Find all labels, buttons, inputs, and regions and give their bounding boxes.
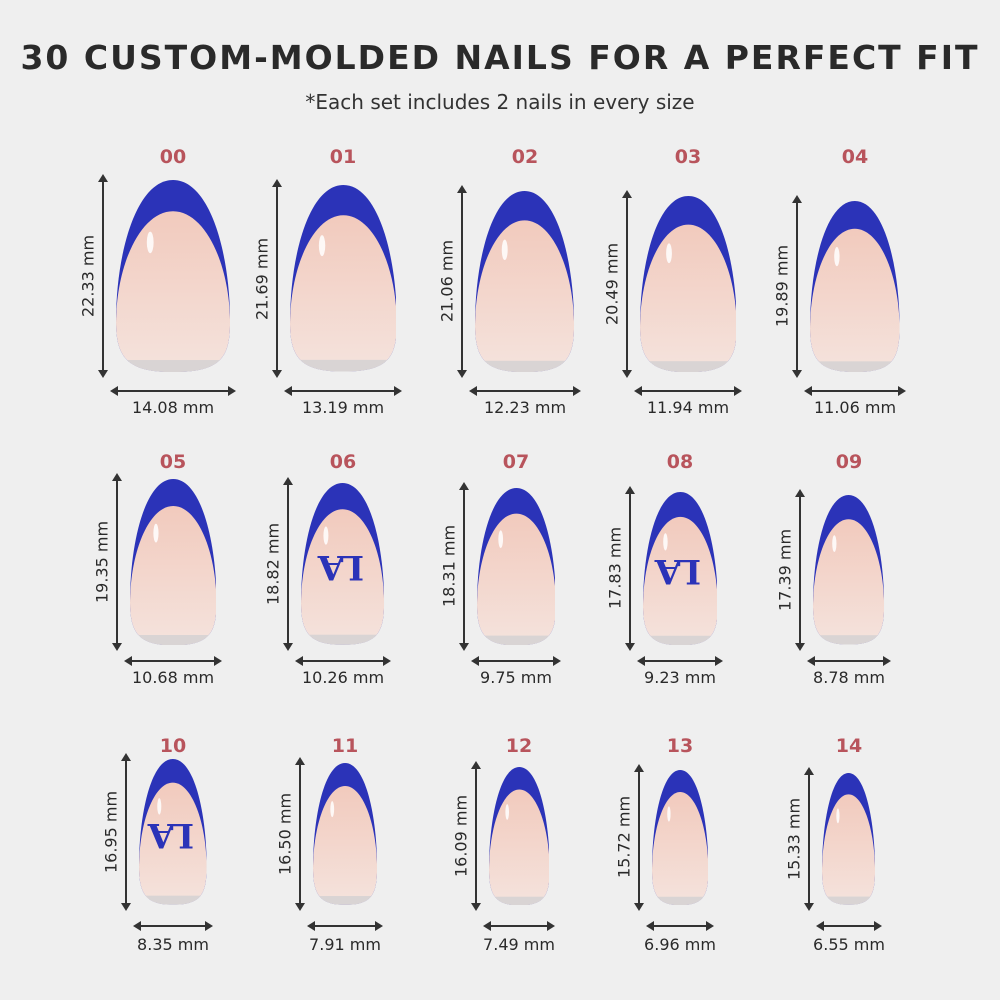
height-measurement: 16.50 mm bbox=[275, 793, 295, 876]
nail-size-label: 14 bbox=[835, 735, 863, 757]
width-measurement: 11.06 mm bbox=[813, 398, 897, 417]
nail-size-label: 08 bbox=[666, 451, 694, 473]
nail-image bbox=[129, 478, 217, 645]
width-arrow bbox=[804, 386, 906, 396]
nail-size-label: 04 bbox=[841, 146, 869, 168]
width-arrow bbox=[306, 921, 384, 931]
width-measurement: 12.23 mm bbox=[483, 398, 567, 417]
width-measurement: 9.23 mm bbox=[644, 668, 716, 687]
width-measurement: 13.19 mm bbox=[301, 398, 385, 417]
nail-image bbox=[651, 769, 709, 905]
height-measurement: 17.83 mm bbox=[605, 527, 625, 610]
height-arrow bbox=[633, 763, 644, 912]
width-arrow bbox=[482, 921, 555, 931]
height-measurement: 16.09 mm bbox=[451, 794, 471, 877]
height-measurement: 18.31 mm bbox=[439, 525, 458, 608]
nail-size-label: 01 bbox=[329, 146, 357, 168]
height-arrow bbox=[97, 173, 108, 379]
height-measurement: 16.95 mm bbox=[101, 791, 121, 874]
width-arrow bbox=[109, 386, 237, 396]
height-measurement: 17.39 mm bbox=[775, 529, 795, 612]
nail-size-label: 10 bbox=[159, 735, 187, 757]
nail-image bbox=[639, 195, 737, 372]
nail-image bbox=[488, 766, 550, 905]
width-arrow bbox=[283, 386, 403, 396]
height-measurement: 21.06 mm bbox=[437, 240, 457, 323]
width-measurement: 14.08 mm bbox=[131, 398, 215, 417]
height-arrow bbox=[470, 760, 481, 912]
nail-size-label: 12 bbox=[505, 735, 533, 757]
width-arrow bbox=[633, 386, 743, 396]
width-measurement: 6.55 mm bbox=[813, 935, 885, 954]
height-arrow bbox=[621, 189, 632, 379]
width-measurement: 7.49 mm bbox=[483, 935, 555, 954]
height-arrow bbox=[804, 767, 815, 911]
nail-image bbox=[813, 495, 885, 645]
width-measurement: 10.68 mm bbox=[131, 668, 215, 687]
height-arrow bbox=[271, 179, 282, 378]
width-arrow bbox=[469, 386, 581, 396]
la-logo: LA bbox=[151, 815, 195, 856]
nail-size-label: 13 bbox=[666, 735, 694, 757]
height-arrow bbox=[792, 194, 803, 379]
width-arrow bbox=[470, 656, 562, 666]
nail-image bbox=[475, 190, 575, 372]
nail-size-label: 11 bbox=[331, 735, 359, 757]
height-measurement: 19.35 mm bbox=[92, 520, 112, 603]
width-arrow bbox=[295, 656, 391, 666]
la-logo: LA bbox=[321, 547, 365, 588]
nail-image bbox=[810, 200, 900, 372]
width-arrow bbox=[123, 656, 222, 666]
width-measurement: 8.35 mm bbox=[137, 935, 209, 954]
height-arrow bbox=[457, 184, 468, 379]
nail-size-label: 06 bbox=[329, 451, 357, 473]
nail-size-label: 07 bbox=[502, 451, 530, 473]
width-arrow bbox=[816, 921, 882, 931]
height-measurement: 15.33 mm bbox=[784, 798, 804, 881]
width-arrow bbox=[645, 921, 715, 931]
width-measurement: 11.94 mm bbox=[646, 398, 730, 417]
nail-image bbox=[301, 483, 385, 645]
page-title: 30 CUSTOM-MOLDED NAILS FOR A PERFECT FIT bbox=[20, 38, 980, 77]
width-measurement: 9.75 mm bbox=[480, 668, 552, 687]
height-measurement: 22.33 mm bbox=[78, 234, 98, 317]
la-logo: LA bbox=[658, 551, 702, 592]
page-subtitle: *Each set includes 2 nails in every size bbox=[305, 90, 695, 114]
width-measurement: 6.96 mm bbox=[644, 935, 716, 954]
nail-image bbox=[139, 759, 207, 905]
nail-image bbox=[289, 185, 397, 372]
width-arrow bbox=[636, 656, 724, 666]
nail-size-label: 03 bbox=[674, 146, 702, 168]
height-measurement: 18.82 mm bbox=[263, 523, 283, 606]
height-measurement: 19.89 mm bbox=[772, 245, 792, 328]
height-arrow bbox=[283, 477, 294, 651]
nail-size-label: 09 bbox=[835, 451, 863, 473]
width-measurement: 7.91 mm bbox=[309, 935, 381, 954]
nail-size-label: 05 bbox=[159, 451, 187, 473]
height-arrow bbox=[458, 481, 469, 652]
height-arrow bbox=[121, 753, 132, 911]
height-arrow bbox=[294, 757, 305, 911]
nail-image bbox=[476, 487, 556, 645]
nail-image bbox=[115, 179, 231, 372]
height-arrow bbox=[624, 485, 635, 652]
height-measurement: 15.72 mm bbox=[614, 796, 634, 879]
height-measurement: 20.49 mm bbox=[602, 242, 622, 325]
nail-size-label: 00 bbox=[159, 146, 187, 168]
nail-image bbox=[312, 763, 378, 905]
height-arrow bbox=[795, 489, 806, 651]
height-measurement: 21.69 mm bbox=[252, 237, 272, 320]
nail-image bbox=[822, 773, 876, 905]
nail-size-label: 02 bbox=[511, 146, 539, 168]
width-measurement: 10.26 mm bbox=[301, 668, 385, 687]
width-measurement: 8.78 mm bbox=[813, 668, 885, 687]
height-arrow bbox=[111, 472, 122, 652]
width-arrow bbox=[807, 656, 891, 666]
width-arrow bbox=[133, 921, 213, 931]
nail-image bbox=[642, 491, 718, 645]
